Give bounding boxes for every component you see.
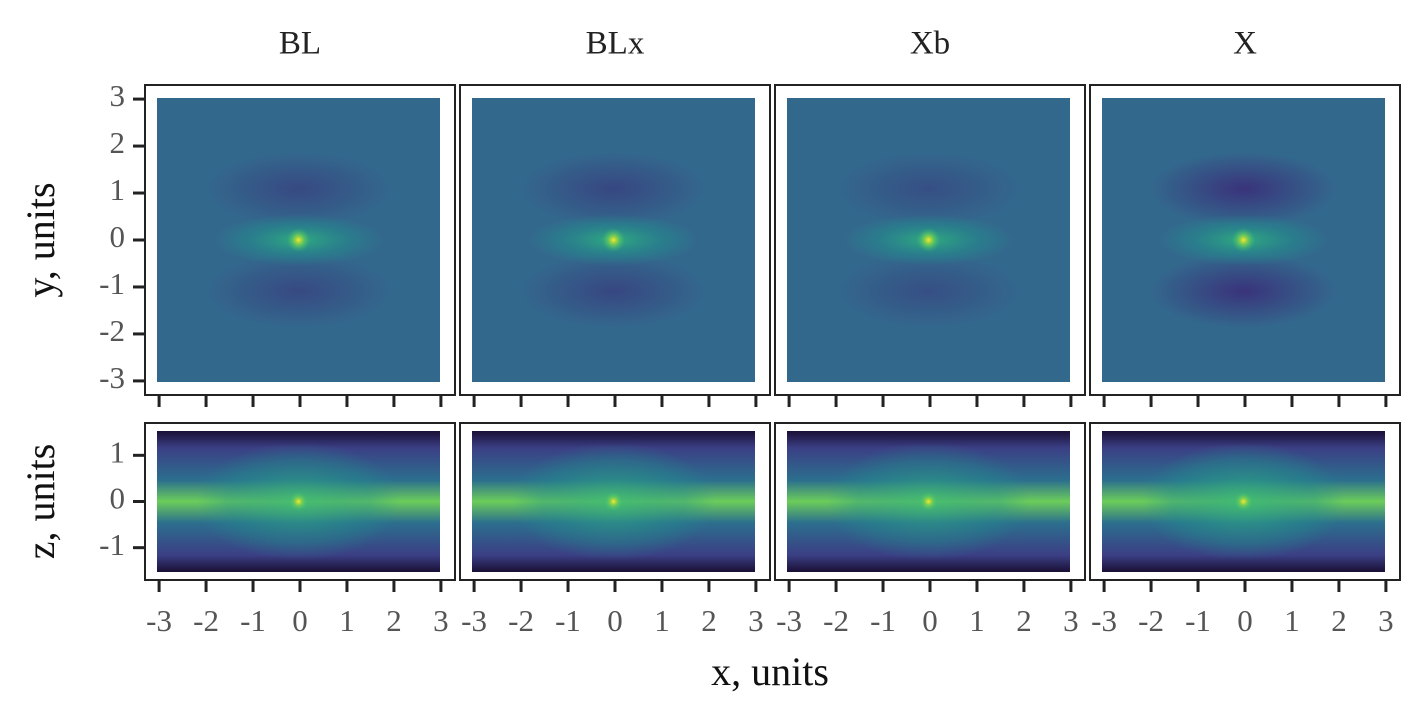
density-lobe — [205, 254, 392, 329]
x-tick-label: 2 — [1016, 603, 1032, 638]
density-image — [1102, 98, 1385, 382]
x-tick-label: 3 — [1063, 603, 1079, 638]
y-tick-label: 1 — [110, 434, 126, 469]
density-core — [1233, 491, 1254, 512]
density-lobe — [835, 254, 1022, 329]
density-core — [918, 491, 939, 512]
x-tick-label: -1 — [1185, 603, 1211, 638]
x-tick-label: -2 — [193, 603, 219, 638]
density-image — [472, 98, 755, 382]
density-lobe — [835, 151, 1022, 226]
x-tick-label: 1 — [1284, 603, 1300, 638]
density-image — [157, 98, 440, 382]
x-tick-label: -1 — [870, 603, 896, 638]
x-tick-label: 2 — [386, 603, 402, 638]
column-title: BL — [279, 26, 321, 62]
x-tick-label: 3 — [1378, 603, 1394, 638]
y-tick-label: 3 — [110, 78, 126, 113]
x-tick-label: 0 — [292, 603, 308, 638]
x-tick-label: -1 — [555, 603, 581, 638]
x-tick-label: 1 — [969, 603, 985, 638]
x-tick-label: -3 — [461, 603, 487, 638]
x-tick-label: -2 — [508, 603, 534, 638]
x-tick-label: -3 — [1091, 603, 1117, 638]
x-tick-label: 0 — [1237, 603, 1253, 638]
column-title: Xb — [910, 26, 950, 62]
density-lobe — [1150, 254, 1337, 329]
column-title: BLx — [586, 26, 645, 62]
x-tick-label: 3 — [748, 603, 764, 638]
y-axis-label: y, units — [18, 182, 63, 297]
x-tick-label: 3 — [433, 603, 449, 638]
x-tick-label: 2 — [1331, 603, 1347, 638]
density-core — [916, 228, 941, 252]
x-tick-label: -3 — [776, 603, 802, 638]
y-axis-label: z, units — [18, 444, 63, 560]
x-tick-label: 0 — [607, 603, 623, 638]
x-tick-label: -2 — [1138, 603, 1164, 638]
density-image — [1102, 431, 1385, 572]
density-lobe — [1150, 151, 1337, 226]
y-tick-label: 0 — [110, 481, 126, 516]
y-tick-label: 1 — [110, 172, 126, 207]
density-lobe — [520, 254, 707, 329]
y-tick-label: -2 — [99, 313, 125, 348]
x-tick-label: 0 — [922, 603, 938, 638]
y-tick-label: -1 — [99, 527, 125, 562]
density-core — [288, 491, 309, 512]
density-lobe — [520, 151, 707, 226]
density-lobe — [205, 151, 392, 226]
x-tick-label: -2 — [823, 603, 849, 638]
x-tick-label: -1 — [240, 603, 266, 638]
column-title: X — [1233, 26, 1257, 62]
density-core — [286, 228, 311, 252]
x-tick-label: 1 — [339, 603, 355, 638]
density-image — [787, 431, 1070, 572]
density-core — [601, 228, 626, 252]
x-tick-label: -3 — [146, 603, 172, 638]
x-axis-label: x, units — [711, 649, 829, 694]
x-tick-label: 2 — [701, 603, 717, 638]
density-image — [157, 431, 440, 572]
x-tick-label: 1 — [654, 603, 670, 638]
density-core — [603, 491, 624, 512]
density-image — [787, 98, 1070, 382]
y-tick-label: 2 — [110, 125, 126, 160]
y-tick-label: -3 — [99, 360, 125, 395]
density-image — [472, 431, 755, 572]
y-tick-label: -1 — [99, 266, 125, 301]
y-tick-label: 0 — [110, 219, 126, 254]
density-core — [1231, 228, 1256, 252]
